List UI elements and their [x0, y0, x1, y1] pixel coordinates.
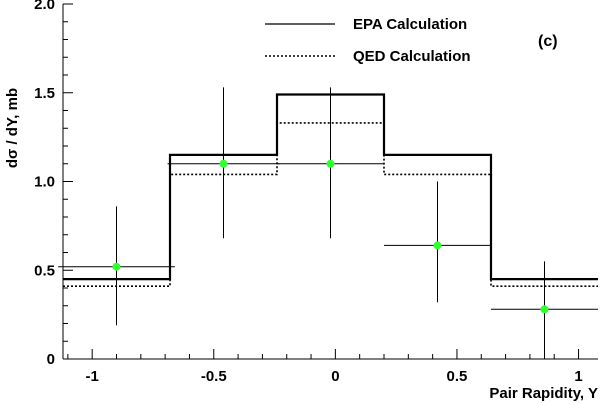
- x-tick-label: 1: [574, 368, 582, 385]
- x-tick-label: -1: [86, 368, 99, 385]
- y-axis-ticks: 0 0.5 1.0 1.5 2.0: [34, 0, 73, 368]
- x-tick-label: 0.5: [447, 368, 468, 385]
- data-point-marker: [219, 159, 228, 168]
- x-tick-label: -0.5: [201, 368, 227, 385]
- y-tick-label: 1.5: [34, 85, 55, 102]
- y-tick-label: 1.0: [34, 174, 55, 191]
- y-tick-label: 2.0: [34, 0, 55, 13]
- data-points: [58, 87, 598, 359]
- y-axis-title: dσ / dY, mb: [4, 88, 21, 168]
- x-axis-title: Pair Rapidity, Y: [489, 385, 598, 402]
- panel-label: (c): [538, 33, 558, 50]
- legend: EPA Calculation QED Calculation: [265, 16, 471, 65]
- y-tick-label: 0.5: [34, 262, 55, 279]
- x-tick-label: 0: [331, 368, 339, 385]
- legend-qed-label: QED Calculation: [353, 48, 471, 65]
- data-point-marker: [112, 262, 121, 271]
- x-axis-ticks: -1 -0.5 0 0.5 1: [67, 349, 583, 385]
- legend-epa-label: EPA Calculation: [353, 16, 467, 33]
- y-tick-label: 0: [47, 351, 55, 368]
- data-point-marker: [433, 241, 442, 250]
- data-point-marker: [540, 305, 549, 314]
- data-point-marker: [326, 159, 335, 168]
